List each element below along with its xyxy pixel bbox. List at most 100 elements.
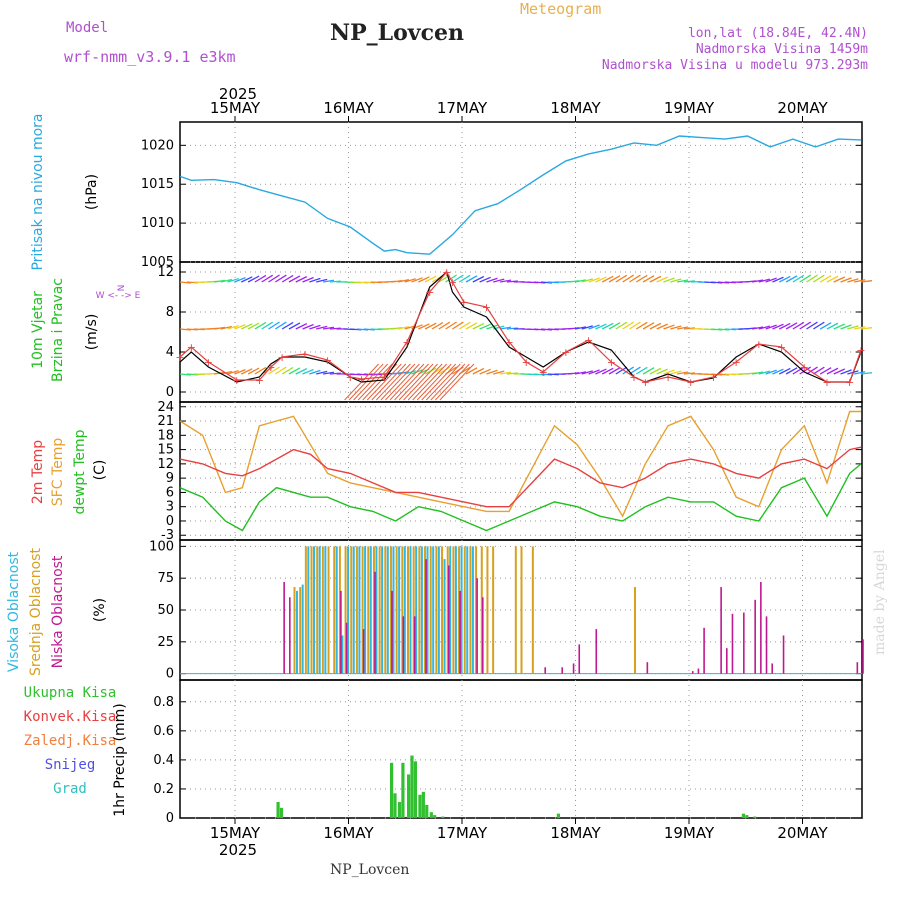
wind-arrow (785, 367, 798, 375)
wind-arrow (445, 321, 457, 330)
precip-bar (407, 774, 411, 818)
wind-arrow (683, 372, 696, 375)
wind-arrow (833, 276, 846, 283)
mid-cloud-bar (401, 546, 404, 674)
wind-speed-marker: + (232, 374, 241, 387)
wind-arrow (819, 322, 832, 330)
wind-arrow (274, 274, 287, 283)
y-tick-label: 75 (157, 571, 174, 586)
high-cloud-bar (454, 546, 457, 674)
wind-arrow (826, 322, 839, 330)
wind-speed-marker: + (584, 334, 593, 347)
low-cloud-bar (703, 627, 705, 674)
wind-arrow (601, 322, 614, 330)
wind-speed-marker: + (732, 356, 741, 369)
wind-arrow (772, 323, 784, 330)
temp-unit: (C) (92, 460, 108, 481)
high-cloud-bar (449, 546, 452, 674)
low-cloud-bar (447, 565, 450, 674)
x-tick-label-top: 15MAY (210, 99, 261, 117)
wind-arrow (785, 275, 798, 283)
mid-cloud-bar (333, 546, 336, 674)
wind-arrow (418, 323, 430, 330)
low-cloud-bar (760, 582, 762, 674)
wind-arrow (751, 279, 764, 283)
wind-speed-marker: + (856, 344, 865, 357)
mid-cloud-bar (355, 546, 358, 674)
wind-arrow (418, 276, 430, 283)
wind-arrow (322, 371, 335, 375)
mid-cloud-bar (469, 546, 472, 674)
y-tick-label: -3 (161, 528, 174, 543)
compass-we: W <- -> E (96, 291, 141, 301)
high-cloud-bar (415, 546, 418, 674)
mid-cloud-bar (514, 546, 517, 674)
wind-arrow (472, 367, 485, 375)
wind-arrow (806, 321, 818, 330)
mid-cloud-bar (304, 546, 307, 674)
y-tick-label: 0.2 (153, 782, 174, 797)
wind-arrow (785, 322, 798, 330)
low-cloud-bar (289, 597, 291, 674)
high-cloud-bar (301, 584, 304, 674)
wind-speed-marker: + (175, 351, 184, 364)
wind-speed-marker: + (709, 371, 718, 384)
high-cloud-bar (426, 546, 429, 674)
wind-speed-marker: + (255, 374, 264, 387)
high-cloud-bar (307, 546, 310, 674)
high-cloud-bar (466, 546, 469, 674)
mid-cloud-bar (384, 546, 387, 674)
y-tick-label: 0.4 (153, 753, 174, 768)
precip-bar (413, 761, 418, 818)
mid-cloud-bar (407, 546, 409, 674)
low-cloud-bar (402, 616, 405, 674)
high-cloud-bar (352, 546, 355, 674)
wind-speed-marker: + (323, 354, 332, 367)
high-cloud-bar (409, 546, 412, 674)
mid-cloud-bar (424, 546, 427, 674)
precip-bar (741, 813, 746, 818)
wind-arrow (499, 326, 512, 330)
wind-speed-marker: + (845, 376, 854, 389)
wind-arrow (295, 276, 308, 283)
wind-arrow (649, 275, 662, 283)
wind-arrow (840, 369, 852, 375)
cloud-unit: (%) (92, 598, 108, 622)
wind-speed-marker: + (663, 371, 672, 384)
precip-bar (401, 762, 405, 818)
wind-arrow (407, 363, 443, 401)
low-cloud-bar (754, 599, 756, 674)
wind-arrow (595, 323, 607, 330)
wind-arrow (663, 277, 675, 283)
high-cloud-bar (296, 590, 298, 674)
wind-arrow (227, 277, 239, 283)
wind-arrow (274, 366, 287, 375)
high-cloud-bar (347, 546, 350, 674)
wind-speed-marker: + (482, 301, 491, 314)
low-cloud-bar (862, 639, 864, 674)
wind-arrow (435, 363, 470, 401)
high-cloud-bar (403, 546, 406, 674)
x-tick-label-bottom: 15MAY (210, 824, 261, 842)
wind-arrow (860, 372, 873, 375)
low-cloud-bar (544, 667, 546, 674)
wind-arrow (213, 326, 226, 330)
wind-arrow (261, 274, 274, 283)
x-tick-label-top: 16MAY (323, 99, 374, 117)
wind-arrow (635, 366, 648, 375)
low-cloud-bar (374, 571, 376, 674)
wind-arrow (656, 368, 668, 375)
wind-arrow (642, 275, 655, 283)
wind-arrow (411, 277, 423, 283)
bottom-station-label: NP_Lovcen (330, 862, 410, 878)
wind-arrow (656, 276, 668, 283)
y-tick-label: 1020 (141, 138, 174, 153)
y-tick-label: 0 (166, 385, 174, 400)
x-tick-label-top: 20MAY (777, 99, 828, 117)
wind-speed-red (179, 270, 862, 383)
wind-arrow (812, 274, 825, 283)
meteogram-label: Meteogram (520, 0, 602, 18)
low-cloud-bar (731, 613, 734, 674)
wind-arrow (622, 321, 634, 330)
wind-arrow (241, 323, 253, 330)
